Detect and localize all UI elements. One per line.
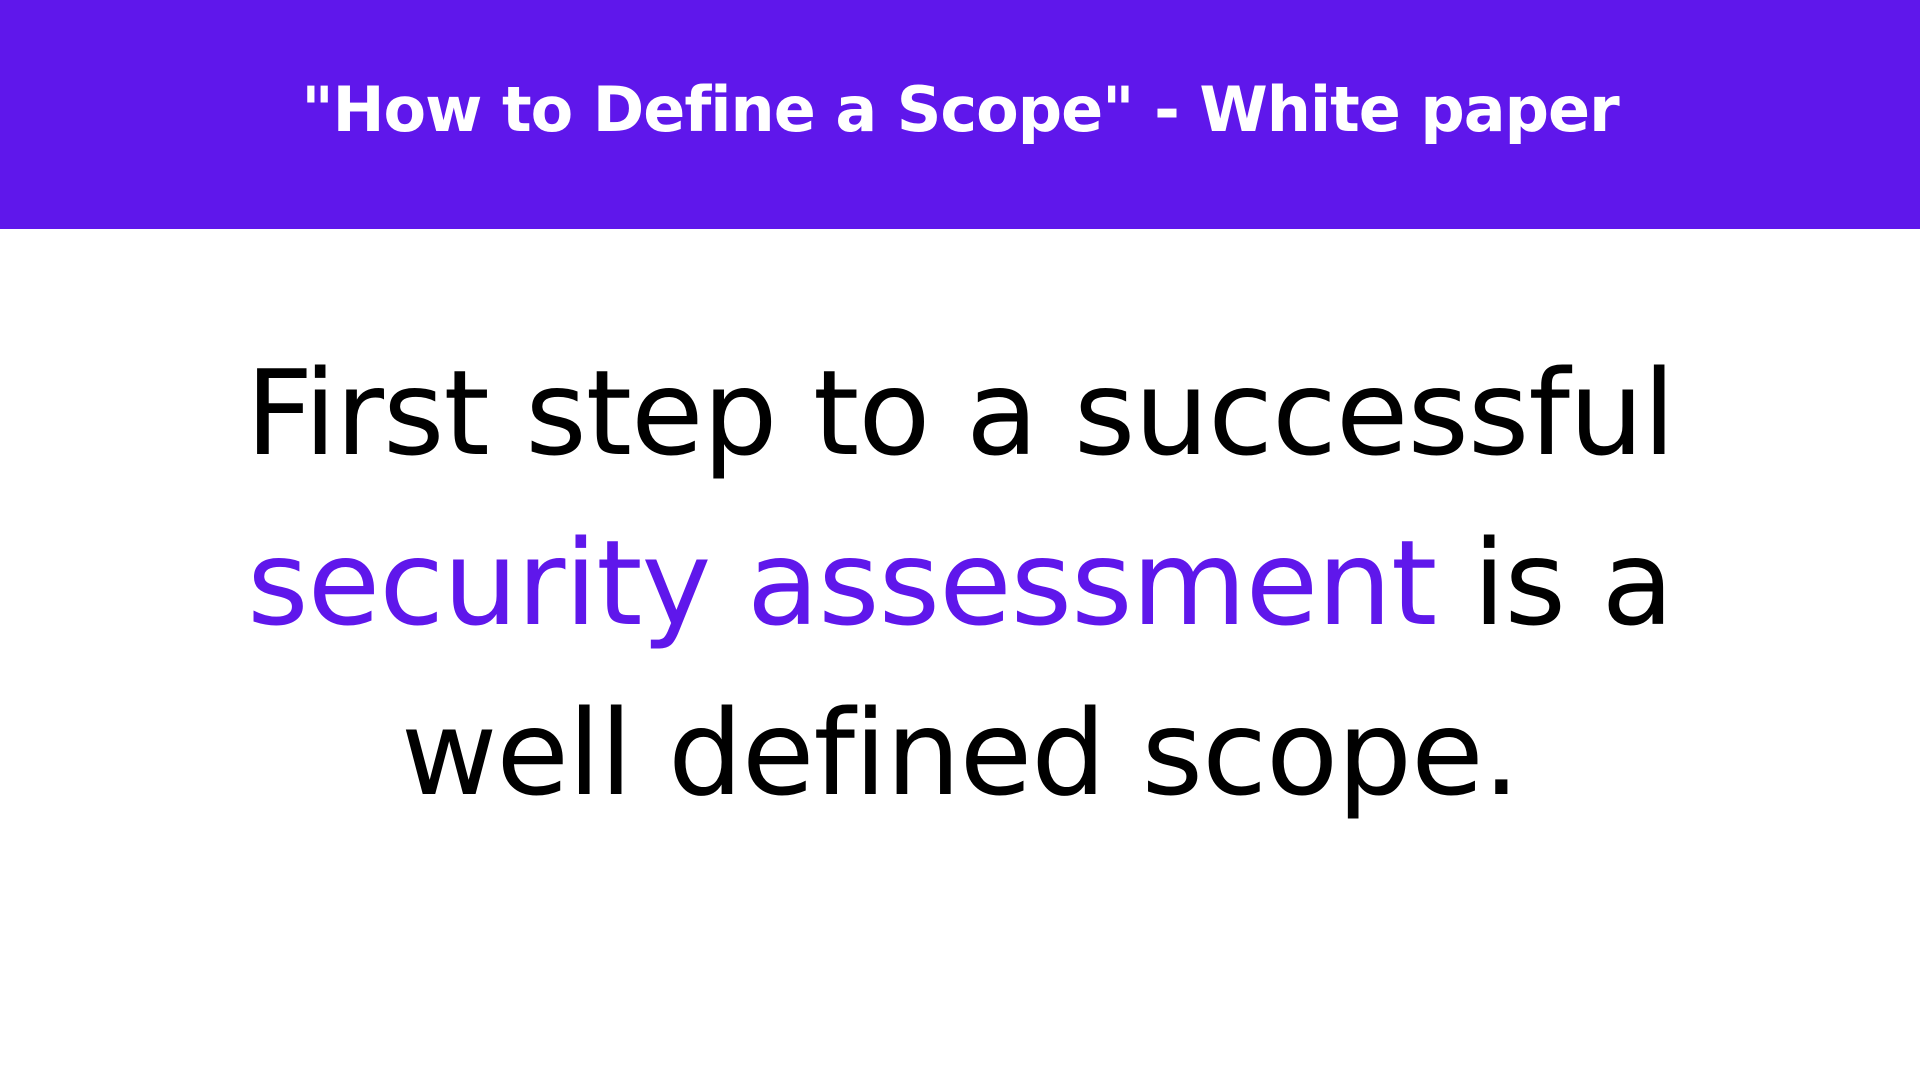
statement-highlight: security assessment xyxy=(247,514,1437,652)
statement-line-2-rest: is a xyxy=(1436,514,1674,652)
banner-title: "How to Define a Scope" - White paper xyxy=(301,73,1619,146)
title-banner: "How to Define a Scope" - White paper xyxy=(0,0,1920,229)
main-statement: First step to a successful security asse… xyxy=(0,328,1920,838)
statement-line-1: First step to a successful xyxy=(245,344,1675,482)
statement-line-2: security assessment is a xyxy=(0,498,1920,668)
statement-line-3: well defined scope. xyxy=(400,684,1520,822)
